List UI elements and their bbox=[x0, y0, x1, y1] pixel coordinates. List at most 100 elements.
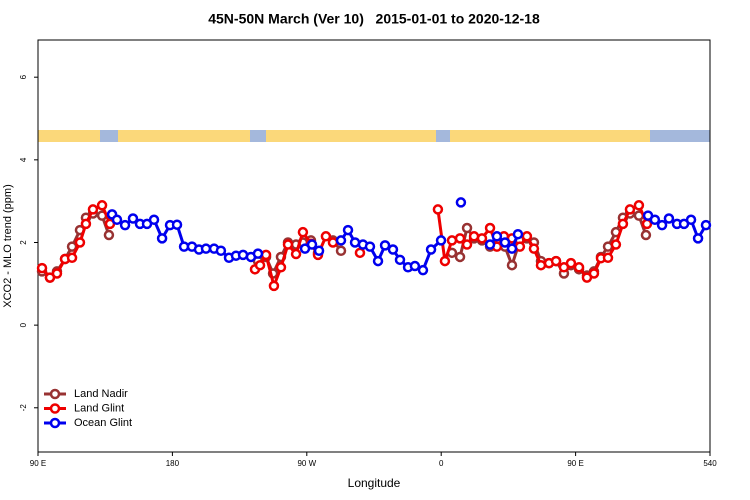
point bbox=[610, 239, 622, 250]
point bbox=[74, 237, 86, 248]
point bbox=[521, 231, 533, 242]
point bbox=[372, 255, 384, 267]
point bbox=[254, 259, 266, 271]
point bbox=[535, 259, 547, 271]
point bbox=[425, 244, 437, 255]
point bbox=[550, 255, 562, 267]
point bbox=[484, 222, 496, 234]
point bbox=[454, 233, 466, 244]
point bbox=[320, 231, 332, 242]
x-tick-label: 90 W bbox=[297, 459, 316, 468]
ocean-band bbox=[100, 130, 118, 142]
point bbox=[685, 214, 697, 226]
point bbox=[435, 235, 447, 246]
point bbox=[506, 243, 518, 254]
legend-marker bbox=[49, 417, 61, 429]
x-tick-label: 180 bbox=[166, 459, 180, 468]
point bbox=[692, 233, 704, 244]
y-tick-label: 0 bbox=[19, 322, 28, 327]
point bbox=[432, 204, 444, 215]
point bbox=[119, 219, 131, 231]
y-axis-label: XCO2 - MLO trend (ppm) bbox=[2, 184, 14, 307]
point bbox=[439, 255, 451, 267]
point bbox=[335, 245, 347, 257]
point bbox=[297, 226, 309, 238]
point bbox=[87, 204, 99, 215]
point bbox=[252, 248, 264, 259]
point bbox=[335, 235, 347, 246]
x-axis-label: Longitude bbox=[348, 476, 401, 490]
point bbox=[528, 243, 540, 254]
point bbox=[313, 245, 325, 257]
point bbox=[51, 268, 63, 279]
map-strip bbox=[38, 130, 710, 142]
point bbox=[461, 222, 473, 234]
y-tick-label: 6 bbox=[19, 74, 28, 79]
point bbox=[491, 231, 503, 242]
point bbox=[461, 239, 473, 250]
point bbox=[103, 229, 115, 241]
point bbox=[379, 240, 391, 251]
land-band bbox=[38, 130, 710, 142]
point bbox=[36, 262, 48, 274]
y-tick-label: 2 bbox=[19, 240, 28, 245]
legend-label: Land Glint bbox=[74, 402, 124, 414]
point bbox=[268, 280, 280, 292]
point bbox=[394, 254, 406, 266]
point bbox=[171, 219, 183, 230]
point bbox=[387, 244, 399, 255]
x-tick-label: 540 bbox=[703, 459, 717, 468]
point bbox=[484, 239, 496, 250]
point bbox=[455, 197, 467, 208]
point bbox=[66, 241, 78, 252]
point bbox=[364, 241, 376, 252]
point bbox=[260, 249, 272, 261]
x-tick-label: 90 E bbox=[30, 459, 46, 468]
point bbox=[454, 251, 466, 263]
x-tick-label: 0 bbox=[439, 459, 444, 468]
point bbox=[111, 214, 123, 226]
point bbox=[640, 229, 652, 241]
point bbox=[663, 213, 675, 224]
y-tick-label: 4 bbox=[19, 157, 28, 162]
ocean-band bbox=[250, 130, 266, 142]
point bbox=[306, 239, 318, 250]
point bbox=[476, 233, 488, 244]
point bbox=[649, 214, 661, 226]
point bbox=[290, 248, 302, 260]
point bbox=[633, 200, 645, 211]
point bbox=[573, 262, 585, 273]
y-tick-label: -2 bbox=[19, 404, 28, 412]
point bbox=[641, 218, 653, 230]
point bbox=[354, 247, 366, 259]
point bbox=[656, 219, 668, 231]
plot-frame bbox=[37, 39, 711, 453]
point bbox=[700, 219, 712, 231]
x-tick-label: 90 E bbox=[567, 459, 583, 468]
ocean-band bbox=[436, 130, 450, 142]
point bbox=[409, 260, 421, 272]
point bbox=[127, 213, 139, 224]
point bbox=[96, 200, 108, 211]
point bbox=[80, 218, 92, 230]
point bbox=[588, 268, 600, 279]
point bbox=[512, 228, 524, 240]
ocean-band bbox=[650, 130, 710, 142]
point bbox=[417, 264, 429, 276]
point bbox=[148, 214, 160, 226]
point bbox=[602, 252, 614, 264]
point bbox=[565, 257, 577, 269]
legend-marker bbox=[49, 403, 61, 414]
point bbox=[499, 237, 511, 248]
point bbox=[617, 218, 629, 230]
point bbox=[275, 262, 287, 273]
legend-label: Ocean Glint bbox=[74, 417, 132, 429]
legend-label: Land Nadir bbox=[74, 388, 128, 400]
point bbox=[282, 239, 294, 250]
legend-marker bbox=[49, 388, 61, 400]
point bbox=[624, 204, 636, 215]
point bbox=[66, 252, 78, 264]
chart-title: 45N-50N March (Ver 10) 2015-01-01 to 202… bbox=[208, 11, 540, 27]
